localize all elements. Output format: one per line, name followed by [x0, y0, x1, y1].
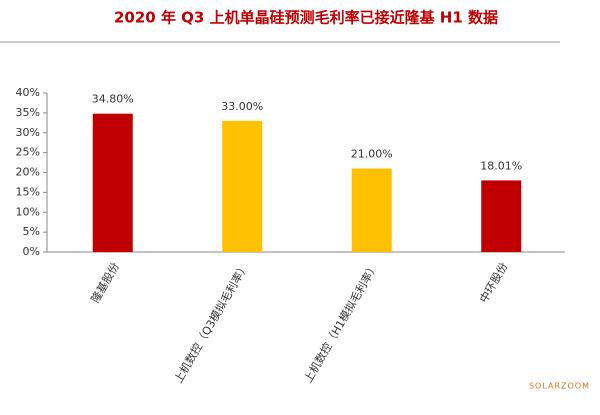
bar	[351, 168, 392, 252]
y-tick-label: 5%	[23, 225, 40, 238]
x-tick-label: 中环股份	[477, 261, 510, 306]
value-label: 33.00%	[221, 100, 263, 113]
x-tick-label: 隆基股份	[88, 260, 122, 305]
y-tick-label: 25%	[16, 146, 40, 159]
x-tick-label: 上机数控（H1模拟毛利率）	[301, 260, 381, 385]
bar	[481, 180, 522, 252]
value-label: 34.80%	[92, 93, 134, 106]
watermark: SOLARZOOM	[529, 382, 590, 391]
bar	[222, 120, 263, 252]
x-tick-label: 上机数控（Q3模拟毛利率）	[171, 260, 251, 385]
y-tick-label: 30%	[16, 126, 40, 139]
value-label: 21.00%	[351, 148, 393, 161]
y-tick-label: 10%	[16, 205, 40, 218]
y-tick-label: 20%	[16, 166, 40, 179]
value-label: 18.01%	[480, 159, 522, 172]
y-tick-label: 35%	[16, 106, 40, 119]
chart-title: 2020 年 Q3 上机单晶硅预测毛利率已接近隆基 H1 数据	[114, 9, 498, 27]
y-tick-label: 0%	[23, 245, 40, 258]
y-tick-label: 40%	[16, 86, 40, 99]
bar	[92, 113, 133, 252]
y-tick-label: 15%	[16, 185, 40, 198]
